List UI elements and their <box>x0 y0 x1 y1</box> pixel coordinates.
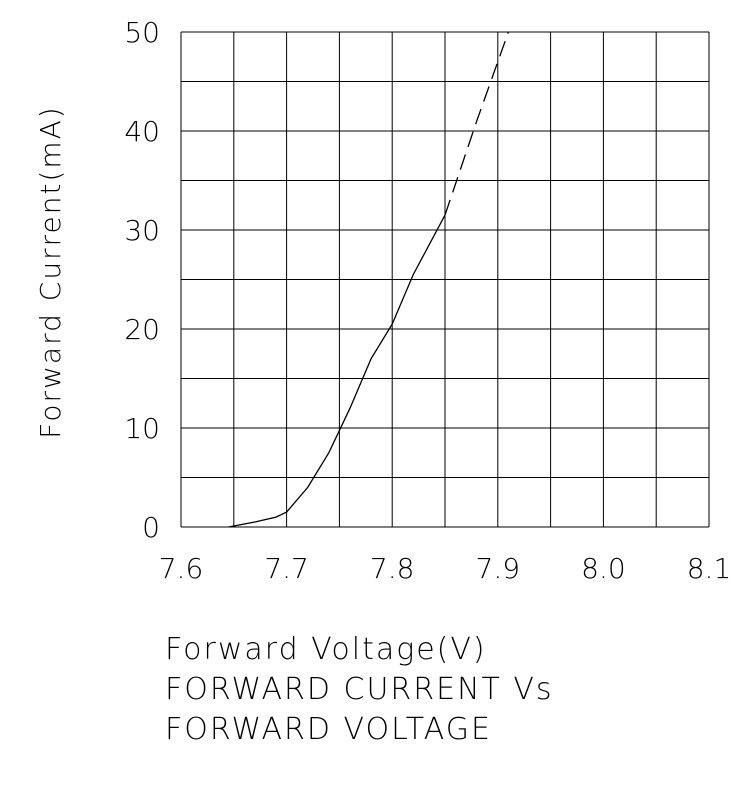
plot-grid <box>180 31 710 528</box>
y-tick-label: 40 <box>124 115 160 148</box>
y-tick-label: 30 <box>124 214 160 247</box>
x-tick-label: 7.8 <box>370 552 415 585</box>
series-line-solid <box>228 214 446 528</box>
chart-title-line-1: FORWARD CURRENT Vs <box>165 672 554 707</box>
y-tick-label: 50 <box>124 16 160 49</box>
y-tick-label: 0 <box>142 511 160 544</box>
x-axis-label: Forward Voltage(V) <box>165 632 487 667</box>
y-axis-label: Forward Current(mA) <box>34 105 67 438</box>
y-tick-label: 10 <box>124 412 160 445</box>
series-line-dashed <box>444 31 510 216</box>
x-tick-label: 7.9 <box>476 552 521 585</box>
x-tick-labels: 7.6 7.7 7.8 7.9 8.0 8.1 <box>159 552 732 585</box>
series-layer <box>228 31 510 528</box>
y-tick-label: 20 <box>124 313 160 346</box>
x-tick-label: 8.1 <box>687 552 732 585</box>
chart-title-line-2: FORWARD VOLTAGE <box>165 712 492 747</box>
x-tick-label: 7.6 <box>159 552 204 585</box>
y-tick-labels: 0 10 20 30 40 50 <box>124 16 160 544</box>
x-tick-label: 8.0 <box>581 552 626 585</box>
x-tick-label: 7.7 <box>264 552 309 585</box>
chart: 7.6 7.7 7.8 7.9 8.0 8.1 0 10 20 30 40 50 Forward C… <box>34 16 732 585</box>
